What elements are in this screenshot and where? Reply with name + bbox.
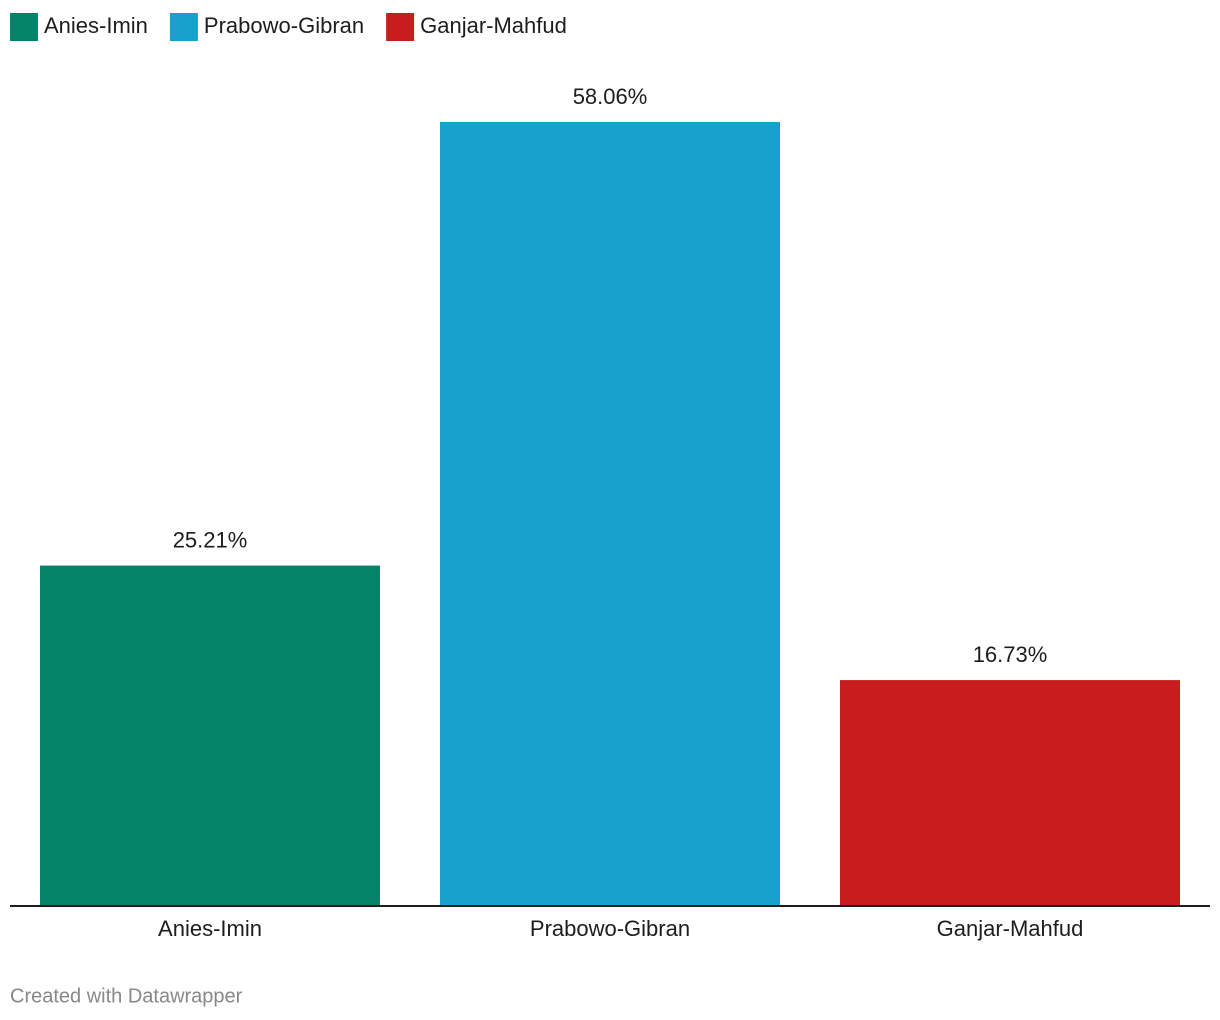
- credit: Created with Datawrapper: [10, 985, 243, 1007]
- bar: [840, 680, 1180, 906]
- legend-label: Ganjar-Mahfud: [420, 13, 567, 38]
- legend-swatch: [386, 13, 415, 41]
- x-tick-label: Prabowo-Gibran: [530, 916, 690, 941]
- legend-swatch: [169, 13, 198, 41]
- value-label: 25.21%: [173, 527, 248, 552]
- bar: [440, 122, 780, 906]
- bar: [40, 565, 380, 906]
- legend-label: Prabowo-Gibran: [204, 13, 364, 38]
- legend-label: Anies-Imin: [44, 13, 148, 38]
- value-label: 58.06%: [573, 84, 648, 109]
- legend-swatch: [10, 13, 38, 41]
- value-label: 16.73%: [973, 642, 1048, 667]
- x-tick-label: Ganjar-Mahfud: [937, 916, 1084, 941]
- x-tick-label: Anies-Imin: [158, 916, 262, 941]
